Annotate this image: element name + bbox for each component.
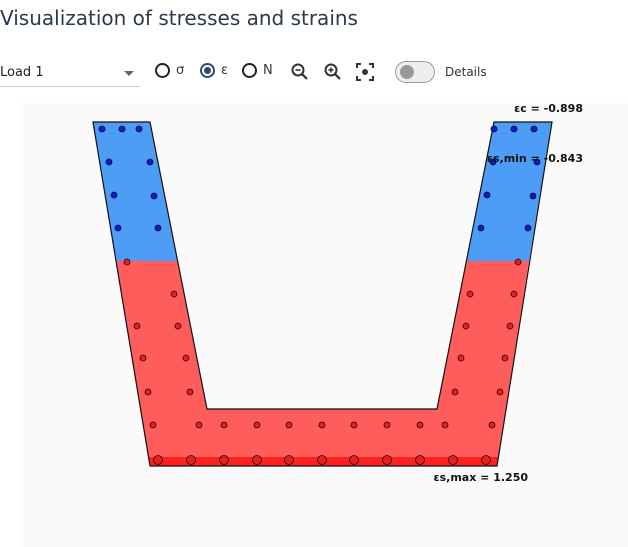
toolbar: Load 1 σ ε N Details: [0, 58, 628, 88]
rebar-dot: [383, 421, 391, 429]
rebar-dot: [477, 224, 485, 232]
rebar-dot: [514, 258, 522, 266]
rebar-dot: [488, 421, 496, 429]
rebar-dot: [133, 322, 141, 330]
rebar-dot: [195, 421, 203, 429]
radio-label: N: [263, 63, 273, 78]
rebar-dot: [530, 125, 538, 133]
rebar-dot: [110, 191, 118, 199]
details-toggle[interactable]: [395, 61, 435, 83]
rebar-dot: [481, 455, 491, 465]
rebar-dot: [105, 158, 113, 166]
rebar-dot: [135, 125, 143, 133]
rebar-dot: [349, 455, 359, 465]
rebar-dot: [524, 224, 532, 232]
rebar-dot: [466, 290, 474, 298]
zoom-out-icon[interactable]: [290, 62, 310, 82]
rebar-dot: [510, 125, 518, 133]
rebar-dot: [252, 455, 262, 465]
rebar-dot: [170, 290, 178, 298]
rebar-dot: [441, 421, 449, 429]
eps-s-min-label: εs,min = -0.843: [487, 152, 583, 165]
rebar-dot: [98, 125, 106, 133]
rebar-dot: [253, 421, 261, 429]
rebar-dot: [318, 421, 326, 429]
rebar-dot: [118, 125, 126, 133]
zoom-in-icon[interactable]: [323, 62, 343, 82]
radio-stress[interactable]: σ: [155, 63, 184, 78]
load-select-value: Load 1: [0, 65, 44, 80]
chevron-down-icon: [124, 71, 134, 76]
rebar-dot: [496, 388, 504, 396]
rebar-dot: [490, 125, 498, 133]
radio-force[interactable]: N: [242, 63, 273, 78]
rebar-dot: [317, 455, 327, 465]
radio-circle: [155, 63, 170, 78]
rebar-dot: [415, 455, 425, 465]
rebar-dot: [219, 455, 229, 465]
radio-circle: [242, 63, 257, 78]
rebar-dot: [506, 322, 514, 330]
rebar-dot: [462, 322, 470, 330]
radio-strain[interactable]: ε: [200, 63, 228, 78]
page-title: Visualization of stresses and strains: [0, 6, 358, 30]
rebar-dot: [174, 322, 182, 330]
rebar-dot: [382, 455, 392, 465]
rebar-dot: [144, 388, 152, 396]
strain-plot: εc = -0.898 εs,min = -0.843 εs,max = 1.2…: [20, 103, 628, 547]
rebar-dot: [533, 158, 541, 166]
rebar-dot: [186, 388, 194, 396]
rebar-dot: [220, 421, 228, 429]
opening: [177, 261, 467, 409]
radio-label: σ: [176, 63, 185, 78]
rebar-dot: [510, 290, 518, 298]
rebar-dot: [457, 354, 465, 362]
rebar-dot: [529, 192, 537, 200]
section-outline: [92, 121, 553, 467]
rebar-dot: [146, 158, 154, 166]
rebar-dot: [285, 421, 293, 429]
radio-label: ε: [221, 63, 229, 78]
eps-c-label: εc = -0.898: [514, 103, 583, 115]
rebar-dot: [114, 224, 122, 232]
details-label: Details: [445, 65, 487, 79]
rebar-dot: [149, 421, 157, 429]
rebar-dot: [501, 354, 509, 362]
rebar-dot: [154, 224, 162, 232]
rebar-dot: [284, 455, 294, 465]
fit-view-icon[interactable]: [355, 62, 375, 82]
rebar-dot: [451, 388, 459, 396]
rebar-dot: [483, 191, 491, 199]
rebar-dot: [123, 258, 131, 266]
rebar-dot: [182, 354, 190, 362]
rebar-dot: [153, 455, 163, 465]
rebar-dot: [150, 192, 158, 200]
radio-circle: [200, 63, 215, 78]
rebar-dot: [139, 354, 147, 362]
rebar-dot: [186, 455, 196, 465]
load-select[interactable]: Load 1: [0, 60, 140, 87]
rebar-dot: [448, 455, 458, 465]
rebar-dot: [350, 421, 358, 429]
rebar-dot: [416, 421, 424, 429]
eps-s-max-label: εs,max = 1.250: [434, 471, 529, 484]
rebar-dot: [489, 158, 497, 166]
